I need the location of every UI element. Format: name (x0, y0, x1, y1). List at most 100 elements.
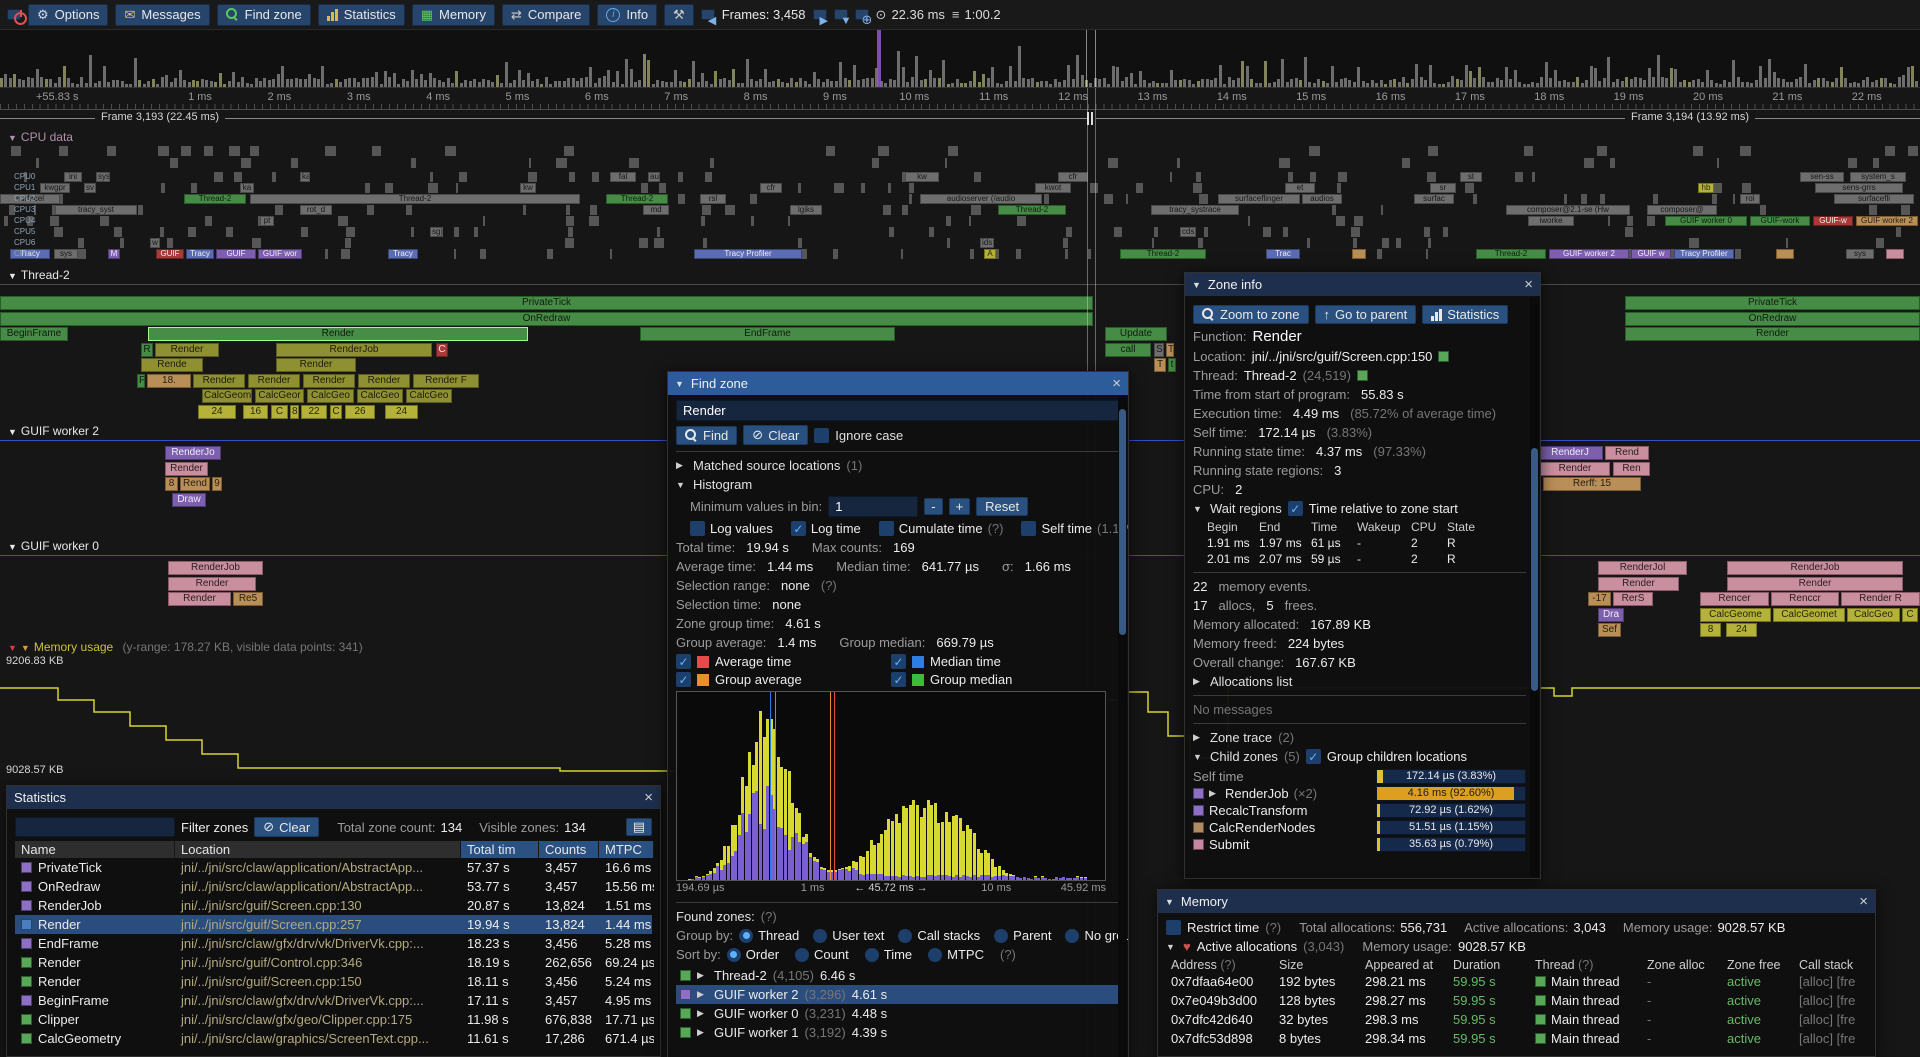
relative-time-checkbox[interactable]: ✓ (1287, 501, 1303, 516)
cpu-activity-fragment[interactable] (1647, 216, 1656, 226)
collapse-icon[interactable]: ▼ (8, 643, 17, 653)
cpu-activity-fragment[interactable] (365, 183, 371, 193)
cpu-activity-fragment[interactable] (901, 249, 904, 259)
options-button[interactable]: ⚙ Options (28, 3, 109, 26)
child-zone-row[interactable]: CalcRenderNodes 51.51 µs (1.15%) (1193, 819, 1526, 836)
collapse-icon[interactable]: ▼ (1193, 751, 1202, 762)
allocation-row[interactable]: 0x7dfc42d640 32 bytes 298.3 ms 59.95 s Main … (1166, 1010, 1867, 1029)
expand-icon[interactable]: ▶ (697, 1008, 704, 1018)
cpu-activity-fragment[interactable] (700, 216, 705, 226)
cpu-activity-fragment[interactable] (341, 249, 350, 259)
cpu-activity-fragment[interactable] (705, 172, 713, 182)
cpu-activity-fragment[interactable] (787, 216, 791, 226)
cpu-activity-fragment[interactable] (1868, 205, 1877, 215)
cpu-activity-fragment[interactable] (1376, 249, 1383, 259)
cpu-activity-fragment[interactable] (1307, 238, 1311, 248)
cpu-activity-fragment[interactable] (1352, 238, 1357, 248)
cpu-activity-fragment[interactable] (1515, 172, 1523, 182)
cpu-activity-fragment[interactable] (1064, 249, 1068, 259)
messages-button[interactable]: ✉ Messages (115, 3, 210, 26)
statistics-titlebar[interactable]: Statistics × (7, 786, 660, 809)
timeline-zone[interactable]: Sef (1598, 623, 1621, 637)
zone-group-row[interactable]: ▶ GUIF worker 2 (3,296) 4.61 s (676, 985, 1120, 1004)
cpu-activity-fragment[interactable] (78, 238, 84, 248)
cpu-activity-fragment[interactable] (546, 249, 554, 259)
prev-frame-button[interactable]: ◀ (700, 9, 716, 27)
cpu-zone[interactable]: sen-ss (1800, 172, 1844, 182)
close-icon[interactable]: × (1859, 893, 1868, 910)
scrollbar[interactable] (1118, 396, 1127, 1057)
cpu-activity-fragment[interactable] (428, 183, 439, 193)
cpu-activity-fragment[interactable] (252, 238, 262, 248)
collapse-icon[interactable]: ▼ (8, 542, 17, 552)
expand-icon[interactable]: ▶ (1193, 676, 1200, 686)
cpu-zone[interactable]: iworke (1528, 216, 1574, 226)
table-row[interactable]: CalcGeometry jni/../jni/src/claw/graphics… (15, 1029, 654, 1048)
timeline-zone[interactable]: Update (1105, 327, 1167, 341)
cpu-zone[interactable]: fal (610, 172, 636, 182)
frame-dropdown-button[interactable]: ▼ (833, 9, 851, 27)
cpu-activity-fragment[interactable] (385, 183, 394, 193)
timeline-zone[interactable]: Render (155, 343, 219, 357)
timeline-zone[interactable]: Render R (1841, 592, 1920, 606)
timeline-zone[interactable]: C (330, 405, 342, 419)
scrollbar[interactable] (1530, 297, 1539, 877)
cpu-activity-fragment[interactable] (1531, 172, 1535, 182)
cpu-activity-fragment[interactable] (1113, 227, 1123, 237)
cpu-activity-fragment[interactable] (946, 238, 950, 248)
cpu-activity-fragment[interactable] (1443, 227, 1448, 237)
cpu-activity-fragment[interactable] (454, 227, 460, 237)
thread-header[interactable]: ▼ Thread-2 (8, 268, 70, 282)
cpu-activity-fragment[interactable] (1309, 146, 1321, 156)
timeline-zone[interactable]: Rend (1605, 446, 1649, 460)
cpu-activity-fragment[interactable] (1712, 194, 1717, 204)
radio-icon[interactable] (813, 928, 828, 943)
cpu-zone[interactable]: Tracy Profiler (694, 249, 802, 259)
timeline-zone[interactable]: Re5 (233, 592, 263, 606)
column-header[interactable]: Address (?) (1166, 958, 1274, 972)
cpu-activity-fragment[interactable] (203, 146, 213, 156)
timeline-zone[interactable]: 8 (165, 477, 178, 491)
cpu-activity-fragment[interactable] (346, 227, 356, 237)
column-header[interactable]: Call stack (1794, 958, 1867, 972)
alloc-stack-link[interactable]: [alloc] (1799, 993, 1833, 1008)
frame-span[interactable] (1096, 110, 1920, 127)
goto-frame-button[interactable]: ⊕ (854, 9, 872, 27)
cpu-activity-fragment[interactable] (1580, 194, 1588, 204)
call-stack-cell[interactable]: [alloc] [fre (1794, 974, 1867, 989)
cpu-activity-fragment[interactable] (1126, 194, 1129, 204)
cpu-activity-fragment[interactable] (113, 227, 122, 237)
cpu-activity-fragment[interactable] (877, 146, 889, 156)
cpu-activity-fragment[interactable] (568, 227, 573, 237)
cpu-activity-fragment[interactable] (929, 227, 935, 237)
cpu-zone[interactable]: Thread-2 (998, 205, 1066, 215)
cpu-zone[interactable]: A (984, 249, 996, 259)
radio-option[interactable]: Time (864, 947, 912, 962)
cpu-activity-fragment[interactable] (410, 227, 414, 237)
timeline-zone[interactable]: Rend (180, 477, 210, 491)
cpu-activity-fragment[interactable] (1247, 216, 1251, 226)
child-zone-row[interactable]: RecalcTransform 72.92 µs (1.62%) (1193, 802, 1526, 819)
cpu-activity-fragment[interactable] (1015, 249, 1022, 259)
cpu-activity-fragment[interactable] (888, 227, 894, 237)
radio-option[interactable]: Call stacks (898, 928, 980, 943)
cpu-activity-fragment[interactable] (454, 249, 457, 259)
cpu-activity-fragment[interactable] (1336, 183, 1341, 193)
cpu-activity-fragment[interactable] (1653, 194, 1658, 204)
cpu-activity-fragment[interactable] (180, 146, 192, 156)
cpu-zone[interactable]: au (648, 172, 660, 182)
cpu-activity-fragment[interactable] (301, 227, 308, 237)
cpu-activity-fragment[interactable] (1472, 194, 1477, 204)
cpu-activity-fragment[interactable] (1153, 227, 1159, 237)
cpu-activity-fragment[interactable] (556, 158, 567, 168)
cpu-activity-fragment[interactable] (798, 183, 801, 193)
timeline-zone[interactable]: 24 (198, 405, 236, 419)
alloc-stack-link[interactable]: [alloc] (1799, 974, 1833, 989)
timeline-zone[interactable]: Render (1598, 577, 1679, 591)
info-button[interactable]: i Info (597, 3, 658, 26)
cpu-activity-fragment[interactable] (527, 172, 537, 182)
timeline-zone[interactable]: Render (168, 577, 256, 591)
cpu-activity-fragment[interactable] (1609, 158, 1615, 168)
cpu-activity-fragment[interactable] (9, 205, 15, 215)
